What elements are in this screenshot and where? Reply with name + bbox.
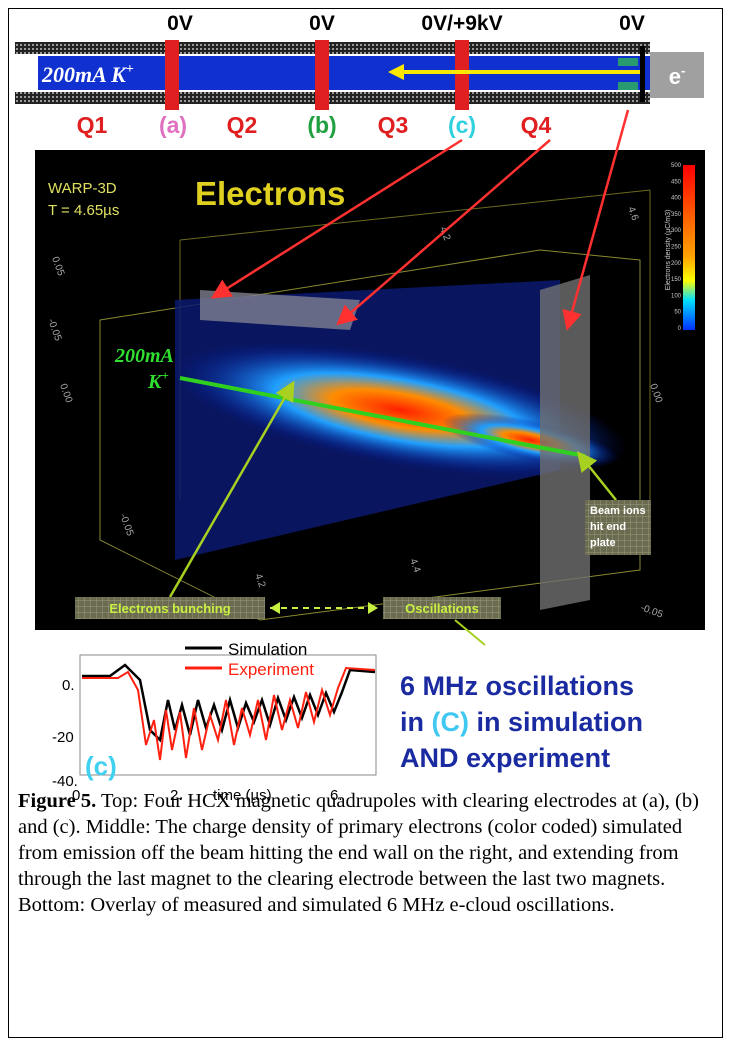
pointer-arrow [562, 109, 630, 331]
y-tick-label: -40. [52, 773, 78, 790]
experiment-curve [82, 666, 376, 761]
magnet-label: Q2 [227, 112, 258, 138]
end-plate [540, 275, 590, 610]
x-axis-label: time (µs) [213, 787, 272, 804]
colorbar-tick-label: 100 [671, 293, 682, 299]
pointer-arrow [210, 138, 463, 299]
magnet-bar [15, 92, 650, 104]
legend-label: Experiment [228, 660, 314, 679]
colorbar-label: Electrons density (µC/m3) [665, 210, 672, 291]
headline-line: AND experiment [400, 743, 610, 773]
y-tick-label: 0. [62, 677, 75, 694]
headline-line: in (C) in simulation [400, 707, 643, 737]
colorbar-tick-label: 200 [671, 261, 682, 267]
beam-label: 200mA [114, 345, 174, 367]
annotation-text: plate [590, 537, 616, 549]
annotation-text: Electrons bunching [109, 601, 230, 616]
axis-label: 4.2 [437, 225, 452, 242]
electrode [455, 40, 469, 110]
arrow-head [388, 64, 404, 80]
electrode-label: (a) [159, 112, 187, 138]
annotation-text: Beam ions [590, 505, 646, 517]
colorbar-tick-label: 350 [671, 212, 682, 218]
electron-source [650, 52, 704, 98]
x-tick-label: 0. [72, 787, 85, 804]
x-tick-label: 6. [330, 787, 343, 804]
beam-line [179, 376, 586, 458]
voltage-label: 0V [167, 12, 193, 35]
colorbar-tick-label: 300 [671, 228, 682, 234]
pointer-arrow [576, 451, 617, 501]
colorbar-tick-label: 150 [671, 277, 682, 283]
end-plate [640, 46, 645, 102]
pointer-arrow [336, 139, 551, 326]
magnet-label: Q3 [378, 112, 409, 138]
annotation-text: Oscillations [405, 601, 479, 616]
axis-label: 4.6 [625, 205, 640, 222]
annotation-box [585, 500, 651, 555]
voltage-label: 0V [619, 12, 645, 35]
render-title: Electrons [195, 175, 345, 212]
figure-frame [8, 8, 723, 1038]
clamp [618, 82, 638, 90]
clamp [618, 58, 638, 66]
magnet-bar [15, 42, 650, 54]
beam-label: K+ [147, 368, 169, 393]
magnet-label: Q1 [77, 112, 108, 138]
annotation-box [383, 597, 501, 619]
y-tick-label: -20 [52, 729, 74, 746]
beam-label: 200mA K+ [41, 62, 134, 87]
axis-label: 4.4 [407, 557, 422, 574]
schematic: e- 200mA K+ 0V 0V 0V/+9kV 0V Q1 (a) Q2 (… [15, 12, 704, 138]
panel-label: (c) [85, 751, 117, 781]
colorbar-tick-label: 450 [671, 179, 682, 185]
pointer-arrow [454, 619, 486, 646]
magnet-label: Q4 [521, 112, 552, 138]
electrode [315, 40, 329, 110]
electrode-shape [200, 290, 360, 330]
headline: 6 MHz oscillations in (C) in simulation … [400, 671, 643, 773]
caption: Figure 5. Top: Four HCX magnetic quadrup… [18, 788, 718, 918]
code-label: WARP-3D [48, 180, 117, 197]
annotation-text: hit end [590, 521, 626, 533]
colorbar-tick-label: 250 [671, 245, 682, 251]
legend-label: Simulation [228, 640, 307, 659]
colorbar-tick-label: 0 [678, 326, 682, 332]
plot-frame [79, 654, 377, 776]
source-label: e- [669, 63, 686, 89]
oscillation-plot: Simulation Experiment 0. -20 -40. 0. 2. … [52, 640, 377, 804]
caption-label: Figure 5. [18, 790, 97, 812]
x-tick-label: 2. [170, 787, 183, 804]
caption-text: Top: Four HCX magnetic quadrupoles with … [18, 790, 699, 916]
colorbar-tick-label: 400 [671, 196, 682, 202]
electrode [165, 40, 179, 110]
voltage-label: 0V/+9kV [421, 12, 502, 35]
colorbar [683, 165, 695, 330]
electrode-label: (b) [307, 112, 336, 138]
colorbar-tick-label: 500 [671, 163, 682, 169]
voltage-label: 0V [309, 12, 335, 35]
axis-label: 4.2 [252, 572, 267, 589]
headline-line: 6 MHz oscillations [400, 671, 634, 701]
pointer-arrow [168, 380, 295, 598]
electrode-label: (c) [448, 112, 476, 138]
annotation-box [75, 597, 265, 619]
colorbar-tick-label: 50 [674, 310, 681, 316]
time-label: T = 4.65µs [48, 202, 119, 219]
bounding-box [99, 249, 641, 621]
